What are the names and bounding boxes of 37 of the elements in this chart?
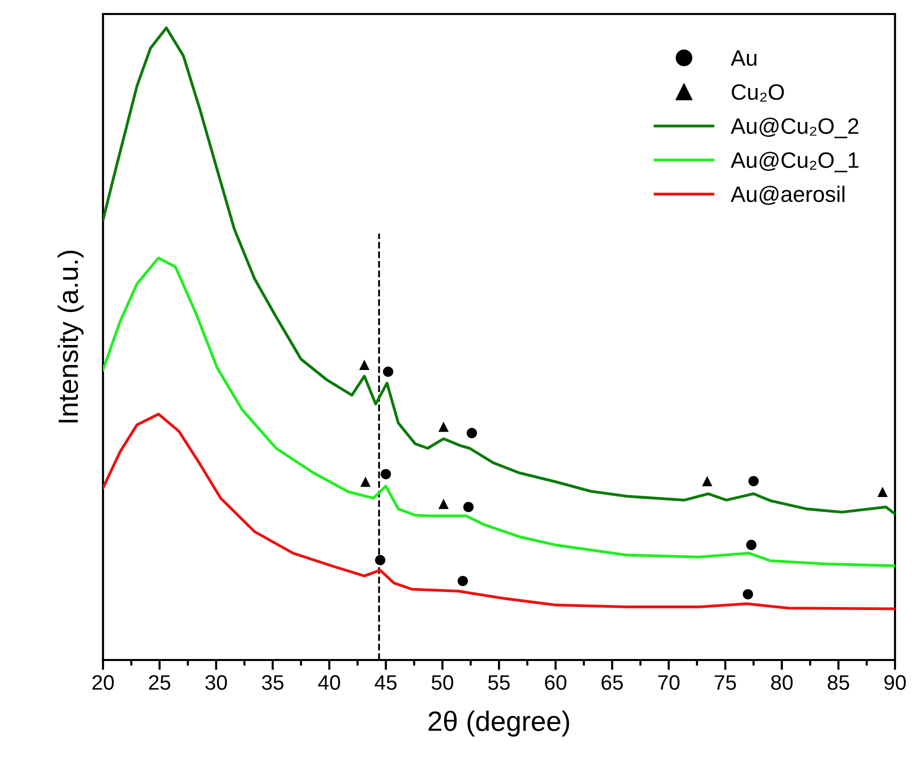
legend-label: Au	[730, 50, 756, 66]
point	[463, 502, 474, 512]
point	[360, 476, 371, 487]
point	[438, 498, 449, 510]
x-tick-label: 50	[432, 675, 454, 690]
y-axis-title: Intensity (a.u.)	[58, 250, 84, 422]
point	[382, 366, 394, 377]
point	[466, 428, 477, 438]
x-tick-label: 90	[884, 675, 906, 690]
point	[375, 554, 386, 566]
point	[742, 589, 754, 600]
point	[438, 422, 449, 432]
x-tick-label: 85	[828, 675, 850, 690]
x-tick-label: 30	[205, 675, 227, 690]
point	[359, 360, 370, 370]
x-tick-label: 80	[771, 675, 793, 690]
legend-label: Cu₂O	[732, 84, 784, 102]
x-tick-label: 25	[149, 675, 170, 690]
legend-label: Au@aerosil	[730, 186, 844, 205]
point	[748, 476, 759, 486]
x-tick-label: 40	[318, 675, 340, 690]
x-tick-label: 20	[92, 675, 114, 690]
x-tick-label: 70	[658, 675, 680, 690]
point	[702, 476, 712, 486]
point	[877, 486, 888, 498]
legend-label: Au@Cu₂O_1	[730, 152, 858, 172]
x-tick-label: 60	[545, 675, 566, 690]
x-tick-label: 55	[488, 675, 510, 690]
x-tick-label: 75	[714, 675, 736, 690]
point	[380, 469, 392, 480]
point	[746, 540, 756, 550]
point	[458, 576, 468, 586]
x-tick-label: 35	[262, 675, 284, 690]
x-tick-label: 45	[374, 675, 397, 690]
x-axis-title: 2θ (degree)	[428, 710, 570, 737]
x-tick-label: 65	[602, 675, 623, 690]
legend-label: Au@Cu₂O_2	[730, 118, 858, 138]
